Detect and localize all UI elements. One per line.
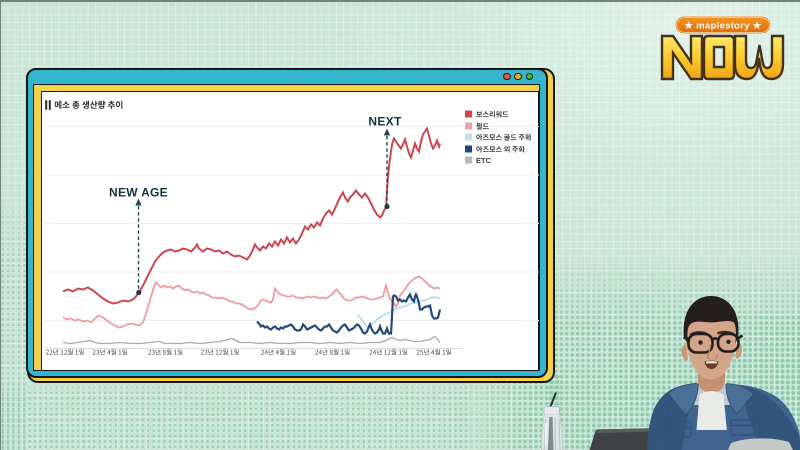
svg-text:NEXT: NEXT bbox=[368, 114, 402, 128]
svg-text:NEW AGE: NEW AGE bbox=[109, 185, 168, 199]
svg-text:ETC: ETC bbox=[476, 156, 492, 165]
svg-text:★ maplestory ★: ★ maplestory ★ bbox=[684, 21, 761, 32]
